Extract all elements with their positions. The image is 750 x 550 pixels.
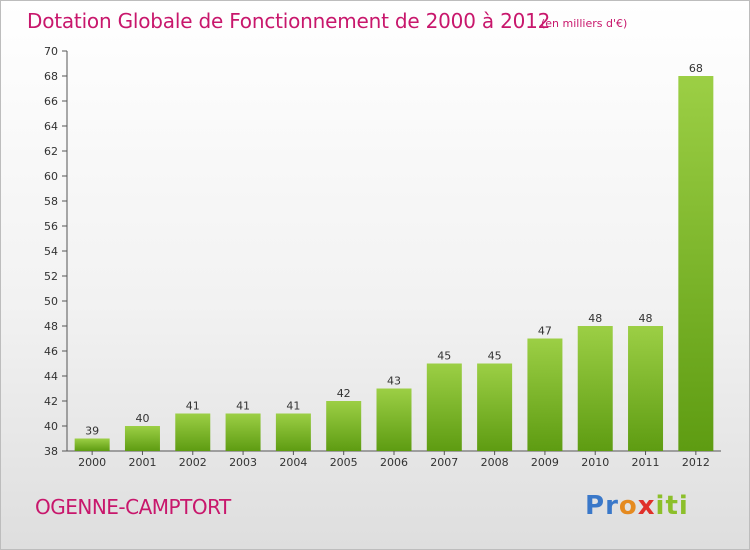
x-tick-label: 2004 [279,456,307,469]
bar-value-label: 43 [387,375,401,388]
logo-letter: i [678,491,689,521]
bar-value-label: 42 [337,387,351,400]
y-tick-label: 68 [44,70,58,83]
proxiti-logo: Proxiti [585,491,689,521]
bar-2003 [225,413,261,451]
y-tick-label: 64 [44,120,58,133]
y-tick-label: 58 [44,195,58,208]
y-tick-label: 42 [44,395,58,408]
bar-value-label: 68 [689,62,703,75]
commune-name: OGENNE-CAMPTORT [35,495,231,519]
logo-letter: r [605,491,619,521]
y-tick-label: 48 [44,320,58,333]
chart-subtitle: (en milliers d'€) [541,17,628,30]
bar-value-label: 48 [639,312,653,325]
y-tick-label: 54 [44,245,58,258]
bar-value-label: 41 [236,400,250,413]
chart-title: Dotation Globale de Fonctionnement de 20… [27,9,551,33]
y-tick-label: 66 [44,95,58,108]
x-tick-label: 2011 [632,456,660,469]
x-tick-label: 2003 [229,456,257,469]
y-tick-label: 38 [44,445,58,458]
bar-2008 [477,363,513,451]
x-tick-label: 2002 [179,456,207,469]
bar-2006 [376,388,412,451]
bar-2009 [527,338,563,451]
logo-letter: t [665,491,679,521]
bar-2005 [326,401,362,451]
logo-letter: i [655,491,666,521]
x-tick-label: 2000 [78,456,106,469]
logo-letter: o [618,491,638,521]
bar-2012 [678,76,714,451]
chart-bars: 39 40 41 41 41 42 43 45 45 47 48 48 68 [74,62,714,451]
bar-value-label: 45 [437,350,451,363]
bar-value-label: 39 [85,425,99,438]
bar-2011 [628,326,664,451]
bar-value-label: 45 [488,350,502,363]
bar-value-label: 48 [588,312,602,325]
bar-2007 [426,363,462,451]
y-tick-label: 70 [44,45,58,58]
y-tick-label: 62 [44,145,58,158]
y-tick-label: 40 [44,420,58,433]
bar-2001 [124,426,160,451]
bar-value-label: 40 [135,412,149,425]
y-tick-label: 50 [44,295,58,308]
x-tick-label: 2007 [430,456,458,469]
x-tick-label: 2005 [330,456,358,469]
x-tick-label: 2006 [380,456,408,469]
bar-value-label: 41 [186,400,200,413]
bar-2004 [275,413,311,451]
x-tick-label: 2010 [581,456,609,469]
y-tick-label: 52 [44,270,58,283]
x-tick-label: 2009 [531,456,559,469]
bar-2010 [577,326,613,451]
y-tick-label: 60 [44,170,58,183]
chart-axes: 38 40 42 44 46 48 50 52 54 56 58 60 62 64 66 68 70 2000 20… [44,45,721,469]
bar-2000 [74,438,110,451]
logo-letter: P [585,491,606,521]
bar-value-label: 41 [286,400,300,413]
logo-letter: x [637,491,656,521]
x-tick-label: 2008 [481,456,509,469]
bar-2002 [175,413,211,451]
bar-value-label: 47 [538,325,552,338]
y-tick-label: 56 [44,220,58,233]
x-tick-label: 2001 [128,456,156,469]
x-tick-label: 2012 [682,456,710,469]
y-tick-label: 46 [44,345,58,358]
y-tick-label: 44 [44,370,58,383]
